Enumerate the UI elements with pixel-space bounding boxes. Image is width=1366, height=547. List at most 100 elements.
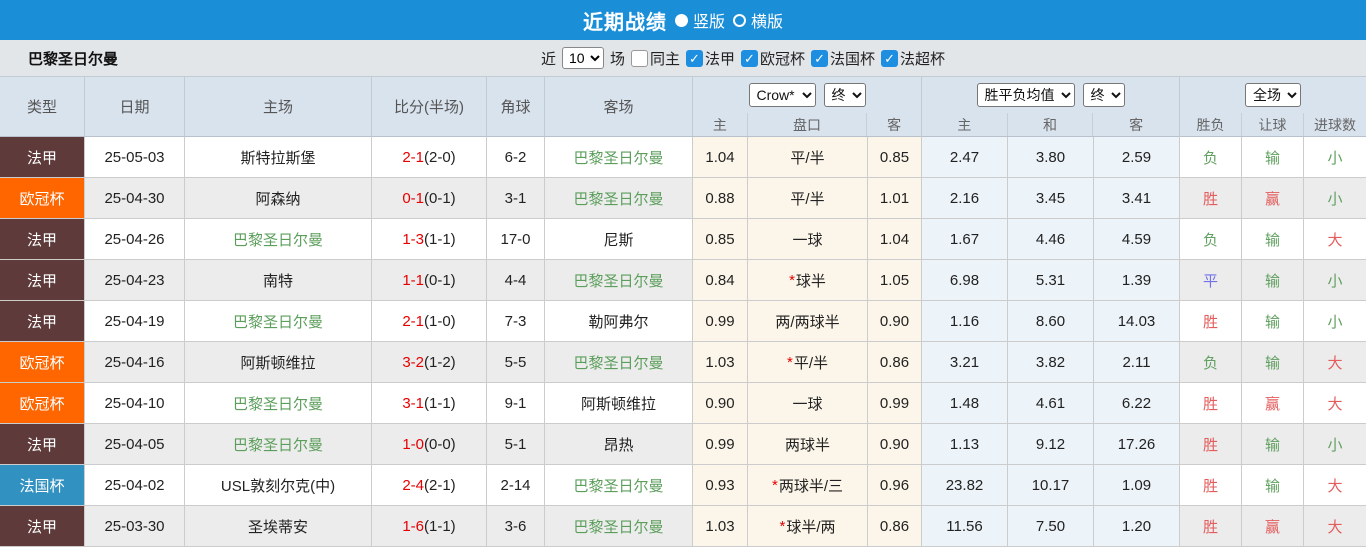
recent-count-select[interactable]: 10 [561,47,604,69]
checkbox-checked-icon[interactable]: ✓ [881,49,899,67]
fulltime-score: 2-1 [402,312,424,330]
result-goals-cell: 大 [1304,383,1366,424]
score-cell: 2-1 (2-0) [372,137,487,178]
col-header-corners: 角球 [487,77,545,137]
checkbox-checked-icon[interactable]: ✓ [685,49,703,67]
halftime-score: (2-0) [424,148,456,166]
scope-select[interactable]: 全场 [1245,83,1301,107]
result-goals-cell: 小 [1304,260,1366,301]
handicap-cell: 平/半 [748,137,868,178]
matches-label: 场 [609,50,625,68]
away-team: 巴黎圣日尔曼 [545,178,693,219]
halftime-score: (0-0) [424,435,456,453]
same-home-filter[interactable]: 同主 [630,48,680,69]
handicap-cell: * 平/半 [748,342,868,383]
layout-option-vertical[interactable]: 竖版 [674,8,725,32]
avg-home-cell: 11.56 [922,506,1008,547]
avg-draw-cell: 10.17 [1008,465,1094,506]
halftime-score: (1-1) [424,517,456,535]
radio-selected-icon[interactable] [674,13,688,27]
col-header-avg-home: 主 [922,113,1008,136]
odds-home-cell: 0.88 [693,178,748,219]
home-team: USL敦刻尔克(中) [185,465,372,506]
home-team: 圣埃蒂安 [185,506,372,547]
table-row: 法国杯 25-04-02 USL敦刻尔克(中) 2-4 (2-1) 2-14 巴黎圣日尔曼 0… [0,465,1366,506]
type-badge: 法甲 [0,219,85,260]
league-label: 法甲 [704,50,735,68]
checkbox-checked-icon[interactable]: ✓ [811,49,829,67]
col-header-result-wdl: 胜负 [1180,113,1242,136]
avg-home-cell: 3.21 [922,342,1008,383]
fulltime-score: 1-3 [402,230,424,248]
odds-away-cell: 0.86 [868,342,922,383]
corners-cell: 6-2 [487,137,545,178]
odds-company-select[interactable]: Crow* [748,83,816,107]
home-team: 斯特拉斯堡 [185,137,372,178]
checkbox-checked-icon[interactable]: ✓ [741,49,758,67]
away-team: 巴黎圣日尔曼 [545,506,693,547]
result-handicap-cell: 输 [1242,301,1304,342]
home-team: 巴黎圣日尔曼 [185,301,372,342]
handicap-cell: * 球半/两 [748,506,868,547]
horizontal-option-label: 横版 [751,14,784,31]
result-goals-cell: 大 [1304,219,1366,260]
type-badge: 欧冠杯 [0,178,85,219]
handicap-cell: 一球 [748,219,868,260]
corners-cell: 5-5 [487,342,545,383]
col-header-away: 客场 [545,77,693,137]
result-goals-cell: 小 [1304,137,1366,178]
col-header-home: 主场 [185,77,372,137]
handicap-cell: 两球半 [748,424,868,465]
league-filter[interactable]: ✓ 法超杯 [881,48,945,69]
team-name: 巴黎圣日尔曼 [28,50,119,68]
result-handicap-cell: 赢 [1242,383,1304,424]
odds-home-cell: 1.03 [693,342,748,383]
date-cell: 25-05-03 [85,137,185,178]
avg-draw-cell: 3.82 [1008,342,1094,383]
halftime-score: (2-1) [424,476,456,494]
fulltime-score: 2-1 [402,148,424,166]
avg-draw-cell: 5.31 [1008,260,1094,301]
odds-home-cell: 0.85 [693,219,748,260]
table-row: 欧冠杯 25-04-10 巴黎圣日尔曼 3-1 (1-1) 9-1 阿斯顿维拉 0.90 一球 0… [0,383,1366,424]
avg-home-cell: 1.67 [922,219,1008,260]
avg-type-select[interactable]: 胜平负均值 [976,83,1075,107]
league-filters: ✓ 法甲 ✓ 欧冠杯 ✓ 法国杯 ✓ 法超杯 [685,48,945,69]
odds-time-select[interactable]: 终 [823,83,866,107]
avg-time-select[interactable]: 终 [1082,83,1125,107]
away-team: 昂热 [545,424,693,465]
result-handicap-cell: 输 [1242,219,1304,260]
league-filter[interactable]: ✓ 欧冠杯 [741,48,805,69]
league-filter[interactable]: ✓ 法国杯 [811,48,875,69]
league-filter[interactable]: ✓ 法甲 [685,48,735,69]
odds-home-cell: 0.99 [693,424,748,465]
score-cell: 3-2 (1-2) [372,342,487,383]
table-row: 法甲 25-03-30 圣埃蒂安 1-6 (1-1) 3-6 巴黎圣日尔曼 1.03 * 球半/两… [0,506,1366,547]
avg-draw-cell: 3.80 [1008,137,1094,178]
odds-away-cell: 1.01 [868,178,922,219]
col-header-avg-draw: 和 [1008,113,1094,136]
odds-home-cell: 1.03 [693,506,748,547]
same-home-label: 同主 [649,50,680,68]
halftime-score: (0-1) [424,271,456,289]
avg-home-cell: 6.98 [922,260,1008,301]
home-team: 阿森纳 [185,178,372,219]
checkbox-unchecked-icon[interactable] [630,49,648,67]
page-title: 近期战绩 [582,11,667,34]
avg-away-cell: 17.26 [1094,424,1180,465]
layout-option-horizontal[interactable]: 横版 [733,8,783,32]
halftime-score: (1-1) [424,394,456,412]
score-cell: 2-1 (1-0) [372,301,487,342]
radio-unselected-icon[interactable] [733,13,746,27]
type-badge: 法甲 [0,506,85,547]
col-header-score: 比分(半场) [372,77,487,137]
away-team: 阿斯顿维拉 [545,383,693,424]
score-cell: 0-1 (0-1) [372,178,487,219]
type-badge: 法甲 [0,137,85,178]
result-wdl-cell: 胜 [1180,506,1242,547]
result-wdl-cell: 负 [1180,137,1242,178]
asterisk-mark: * [786,353,793,371]
fulltime-score: 2-4 [402,476,424,494]
type-badge: 法甲 [0,260,85,301]
odds-home-cell: 0.93 [693,465,748,506]
